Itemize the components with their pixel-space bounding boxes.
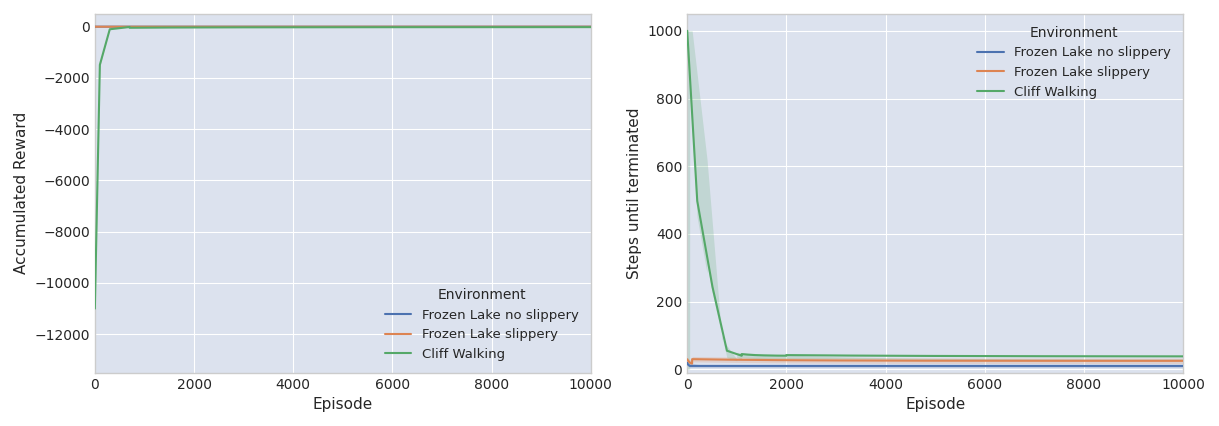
Legend: Frozen Lake no slippery, Frozen Lake slippery, Cliff Walking: Frozen Lake no slippery, Frozen Lake sli… bbox=[380, 283, 584, 366]
Y-axis label: Steps until terminated: Steps until terminated bbox=[627, 107, 641, 279]
X-axis label: Episode: Episode bbox=[904, 397, 965, 412]
Legend: Frozen Lake no slippery, Frozen Lake slippery, Cliff Walking: Frozen Lake no slippery, Frozen Lake sli… bbox=[973, 20, 1176, 104]
X-axis label: Episode: Episode bbox=[313, 397, 373, 412]
Y-axis label: Accumulated Reward: Accumulated Reward bbox=[13, 112, 29, 274]
